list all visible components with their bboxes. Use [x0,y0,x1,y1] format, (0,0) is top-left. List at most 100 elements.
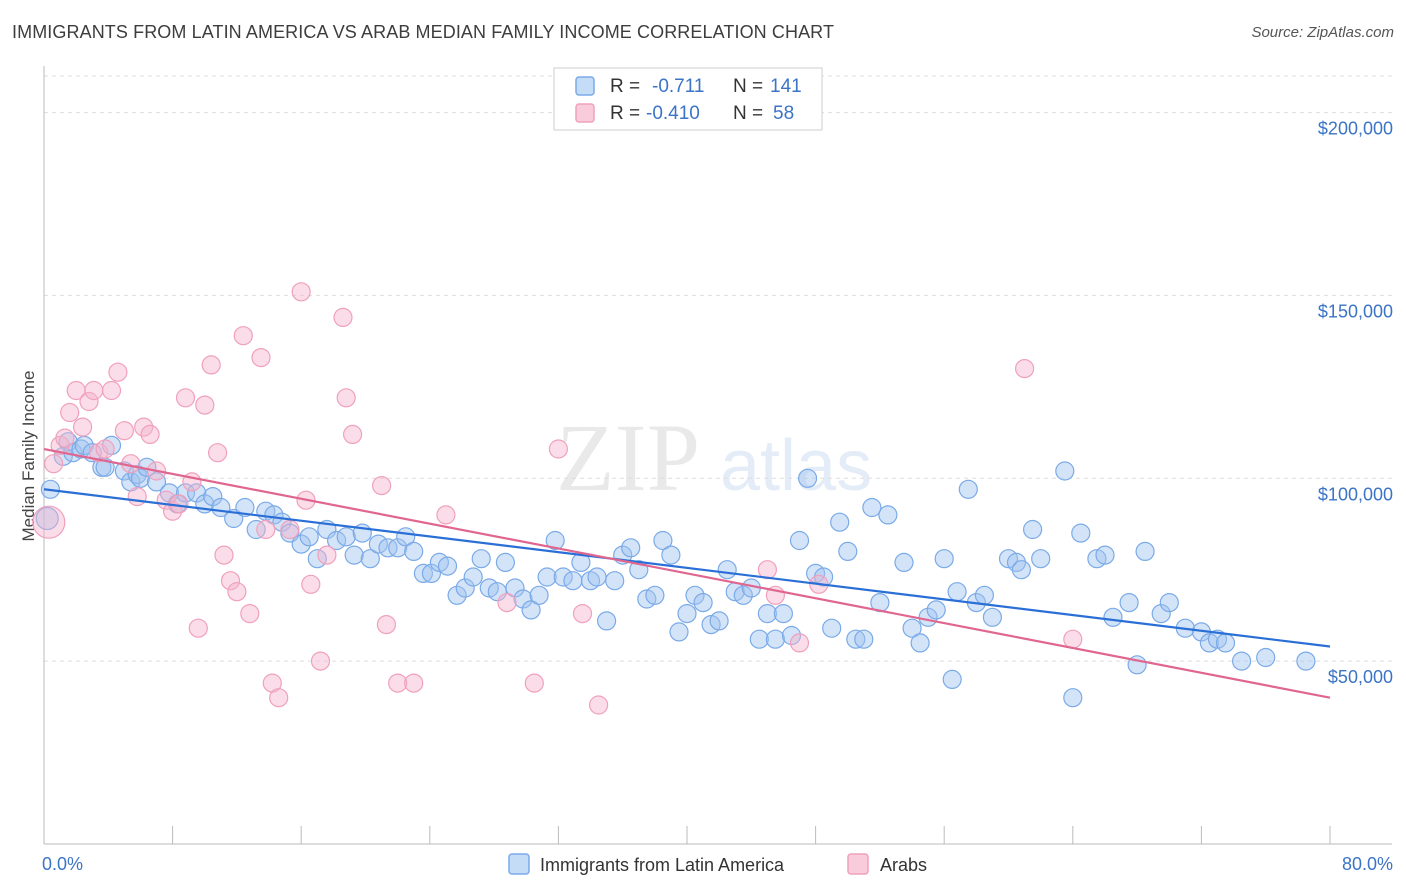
point-latin-america-68 [605,571,625,591]
y-axis-label: Median Family Income [19,370,38,541]
point-latin-america-44 [404,541,424,562]
point-arabs-40 [301,574,321,594]
point-arabs-28 [214,545,234,565]
point-arabs-24 [188,618,208,638]
point-arabs-51 [497,592,517,613]
point-latin-america-96 [830,512,850,532]
point-latin-america-105 [910,633,930,653]
bottom-legend-label-pink: Arabs [880,855,927,875]
point-latin-america-78 [685,585,705,605]
y-tick-label-0: $50,000 [1328,667,1393,687]
point-latin-america-63 [563,571,583,591]
point-arabs-49 [404,673,424,693]
trend-line-latin-america [43,488,1331,648]
point-latin-america-19 [175,483,196,503]
point-latin-america-125 [1103,607,1123,627]
point-latin-america-75 [661,545,681,565]
watermark-zip: ZIP [556,404,700,511]
point-latin-america-55 [495,552,515,573]
point-arabs-26 [201,355,221,375]
point-latin-america-119 [1031,549,1051,569]
legend-n-label-blue: N = [733,76,763,97]
point-latin-america-50 [455,578,475,598]
point-arabs-22 [175,388,196,408]
legend-n-label-pink: N = [733,103,763,124]
point-arabs-15 [127,487,147,507]
point-latin-america-90 [781,625,802,646]
point-latin-america-66 [587,567,607,587]
point-latin-america-60 [537,567,557,587]
point-arabs-7 [79,391,99,412]
source-label: Source: ZipAtlas.com [1251,24,1394,41]
point-arabs-12 [108,362,128,382]
point-arabs-8 [84,380,104,401]
point-arabs-29 [220,571,241,591]
point-latin-america-136 [1231,651,1252,671]
point-latin-america-102 [878,505,898,525]
point-latin-america-124 [1095,545,1115,565]
point-arabs-52 [524,673,544,693]
point-latin-america-89 [773,603,794,624]
watermark-atlas: atlas [720,426,872,506]
point-latin-america-58 [521,600,541,620]
point-latin-america-16 [146,472,167,492]
point-latin-america-48 [437,556,458,576]
point-arabs-61 [1063,629,1083,649]
point-latin-america-62 [553,567,573,587]
point-arabs-32 [240,603,260,624]
point-latin-america-118 [1022,519,1043,540]
x-tick-label-start: 0.0% [42,854,83,874]
point-arabs-33 [251,348,271,368]
legend-n-value-pink: 58 [773,103,794,124]
point-latin-america-100 [862,497,882,518]
point-latin-america-129 [1151,603,1171,624]
point-latin-america-95 [822,618,842,638]
point-arabs-3 [55,428,75,448]
point-arabs-0 [32,505,66,539]
point-latin-america-86 [749,629,769,649]
point-arabs-6 [72,417,93,437]
point-arabs-30 [227,582,247,602]
point-latin-america-92 [797,468,818,488]
point-arabs-58 [789,633,810,653]
point-latin-america-56 [505,578,525,598]
bottom-legend-swatch-pink [847,853,869,875]
point-arabs-46 [372,476,392,496]
point-latin-america-138 [1296,651,1316,671]
legend-swatch-blue [575,76,595,96]
point-latin-america-39 [360,549,380,569]
point-latin-america-49 [447,585,467,605]
point-arabs-20 [163,501,183,521]
point-latin-america-31 [291,534,311,554]
point-latin-america-113 [974,585,995,605]
point-latin-america-77 [677,603,697,624]
point-latin-america-108 [934,549,954,569]
point-latin-america-32 [299,527,319,547]
point-latin-america-46 [421,563,441,584]
point-latin-america-88 [765,629,786,649]
point-arabs-55 [588,695,609,715]
legend-r-value-pink: -0.410 [646,103,700,124]
point-latin-america-20 [187,483,207,503]
point-latin-america-36 [336,527,356,547]
point-arabs-43 [333,307,353,327]
point-latin-america-41 [378,538,398,558]
point-arabs-16 [134,417,154,437]
point-latin-america-109 [942,669,962,690]
y-tick-label-3: $200,000 [1318,119,1393,139]
point-latin-america-82 [717,560,737,580]
legend-n-value-blue: 141 [770,76,802,97]
point-latin-america-91 [789,530,810,551]
point-latin-america-51 [463,567,483,587]
point-arabs-34 [256,519,276,540]
legend-r-label-blue: R = [610,76,640,97]
point-latin-america-103 [894,552,914,573]
point-latin-america-14 [130,468,150,488]
point-arabs-17 [140,424,160,444]
point-latin-america-120 [1055,461,1075,481]
point-latin-america-98 [846,629,866,649]
point-latin-america-81 [709,611,729,631]
point-latin-america-59 [529,585,549,605]
axes [43,66,1392,845]
